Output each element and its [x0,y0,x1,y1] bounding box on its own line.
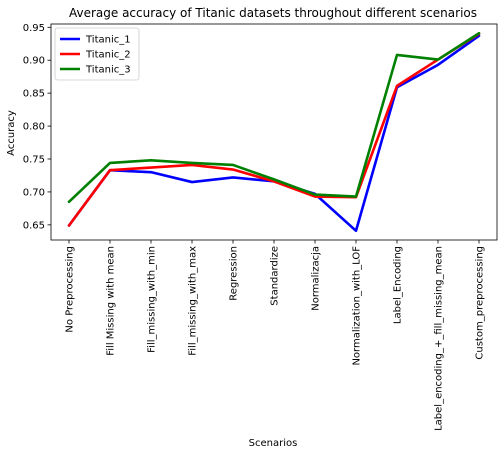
legend: Titanic_1 Titanic_2 Titanic_3 [55,28,139,80]
y-tick-label: 0.95 [23,23,45,34]
legend-label: Titanic_2 [85,50,131,61]
y-tick-label: 0.75 [23,155,45,166]
x-tick-label: Fill_missing_with_max [188,246,199,356]
y-tick-label: 0.85 [23,89,45,100]
x-tick-label: Custom_preprocessing [475,246,486,360]
y-tick-label: 0.80 [23,122,45,133]
x-axis-label: Scenarios [249,438,298,449]
x-tick-label: Label_encoding_+_fill_missing_mean [434,246,445,431]
legend-label: Titanic_3 [85,65,131,76]
x-tick-label: Standardize [270,246,281,306]
x-tick-label: Fill_missing_with_min [147,246,158,353]
y-axis-label: Accuracy [6,110,17,156]
y-tick-label: 0.90 [23,56,45,67]
y-tick-label: 0.70 [23,187,45,198]
x-tick-label: Fill Missing with mean [106,246,117,356]
legend-label: Titanic_1 [85,35,131,46]
x-tick-label: Normalizacja [311,246,322,311]
y-tick-label: 0.65 [23,220,45,231]
chart-title: Average accuracy of Titanic datasets thr… [69,6,477,20]
x-tick-label: Label_Encoding [393,246,404,324]
x-tick-label: Regression [229,246,240,301]
x-tick-label: Normalization_with_LOF [352,246,363,366]
x-tick-label: No Preprocessing [65,246,76,333]
